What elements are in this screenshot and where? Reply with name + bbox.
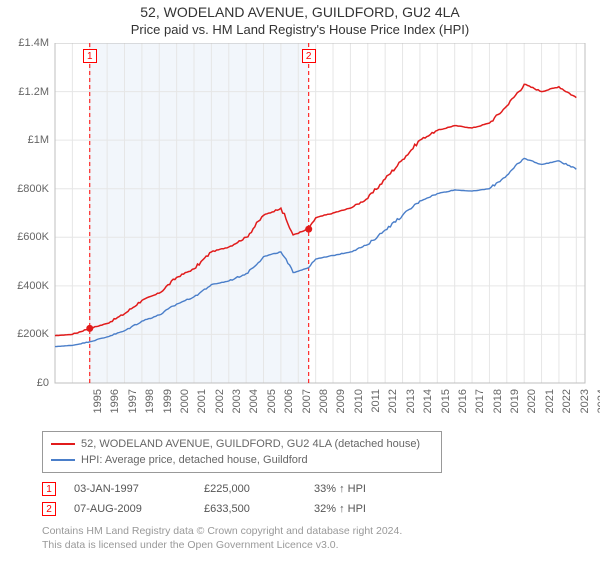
event-price: £225,000 <box>204 483 314 495</box>
x-tick-label: 2004 <box>248 389 260 429</box>
legend-label: HPI: Average price, detached house, Guil… <box>81 454 308 466</box>
chart-subtitle: Price paid vs. HM Land Registry's House … <box>0 22 600 37</box>
legend-swatch <box>51 443 75 445</box>
event-row-2: 2 07-AUG-2009£633,50032% ↑ HPI <box>42 499 600 519</box>
x-tick-label: 2022 <box>561 389 573 429</box>
y-tick-label: £1M <box>5 134 49 146</box>
x-tick-label: 2005 <box>266 389 278 429</box>
event-marker-2: 2 <box>302 49 316 63</box>
y-tick-label: £1.4M <box>5 37 49 49</box>
legend-item: HPI: Average price, detached house, Guil… <box>51 452 433 468</box>
x-tick-label: 2016 <box>457 389 469 429</box>
x-tick-label: 2015 <box>440 389 452 429</box>
y-tick-label: £0 <box>5 377 49 389</box>
x-tick-label: 2018 <box>492 389 504 429</box>
event-price: £633,500 <box>204 503 314 515</box>
event-delta: 33% ↑ HPI <box>314 483 414 495</box>
x-tick-label: 2023 <box>579 389 591 429</box>
x-tick-label: 1995 <box>92 389 104 429</box>
x-tick-label: 2001 <box>196 389 208 429</box>
price-chart: £0£200K£400K£600K£800K£1M£1.2M£1.4M19951… <box>5 43 595 423</box>
x-tick-label: 2014 <box>422 389 434 429</box>
event-rows: 1 03-JAN-1997£225,00033% ↑ HPI 2 07-AUG-200… <box>0 479 600 519</box>
x-tick-label: 1996 <box>109 389 121 429</box>
legend-label: 52, WODELAND AVENUE, GUILDFORD, GU2 4LA … <box>81 438 420 450</box>
event-row-1: 1 03-JAN-1997£225,00033% ↑ HPI <box>42 479 600 499</box>
x-tick-label: 2011 <box>370 389 382 429</box>
x-tick-label: 1998 <box>144 389 156 429</box>
x-tick-label: 2000 <box>179 389 191 429</box>
x-tick-label: 2024 <box>596 389 600 429</box>
legend: 52, WODELAND AVENUE, GUILDFORD, GU2 4LA … <box>42 431 442 473</box>
legend-item: 52, WODELAND AVENUE, GUILDFORD, GU2 4LA … <box>51 436 433 452</box>
event-row-marker: 2 <box>42 502 56 516</box>
x-tick-label: 1999 <box>162 389 174 429</box>
x-tick-label: 2013 <box>405 389 417 429</box>
x-tick-label: 2019 <box>509 389 521 429</box>
x-tick-label: 2007 <box>301 389 313 429</box>
y-tick-label: £400K <box>5 280 49 292</box>
event-row-marker: 1 <box>42 482 56 496</box>
y-tick-label: £800K <box>5 183 49 195</box>
x-tick-label: 2020 <box>526 389 538 429</box>
x-tick-label: 2017 <box>474 389 486 429</box>
legend-swatch <box>51 459 75 461</box>
x-tick-label: 1997 <box>127 389 139 429</box>
y-tick-label: £1.2M <box>5 86 49 98</box>
x-tick-label: 2021 <box>544 389 556 429</box>
license-text: Contains HM Land Registry data © Crown c… <box>42 525 600 552</box>
x-tick-label: 2008 <box>318 389 330 429</box>
x-tick-label: 2012 <box>387 389 399 429</box>
license-line-2: This data is licensed under the Open Gov… <box>42 539 600 553</box>
x-tick-label: 2010 <box>353 389 365 429</box>
event-date: 03-JAN-1997 <box>74 483 204 495</box>
event-delta: 32% ↑ HPI <box>314 503 414 515</box>
event-date: 07-AUG-2009 <box>74 503 204 515</box>
license-line-1: Contains HM Land Registry data © Crown c… <box>42 525 600 539</box>
x-tick-label: 2002 <box>214 389 226 429</box>
chart-title-address: 52, WODELAND AVENUE, GUILDFORD, GU2 4LA <box>0 4 600 20</box>
y-tick-label: £200K <box>5 328 49 340</box>
chart-svg <box>5 43 595 423</box>
x-tick-label: 2003 <box>231 389 243 429</box>
y-tick-label: £600K <box>5 231 49 243</box>
event-marker-1: 1 <box>83 49 97 63</box>
x-tick-label: 2009 <box>335 389 347 429</box>
x-tick-label: 2006 <box>283 389 295 429</box>
